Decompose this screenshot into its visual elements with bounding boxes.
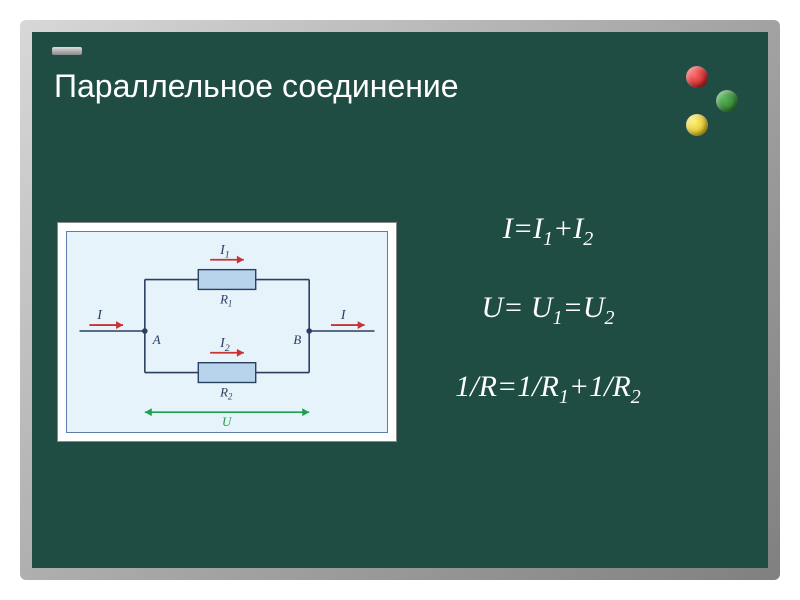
f2-t1: U xyxy=(531,291,553,324)
f1-t1: I xyxy=(533,212,543,245)
circuit-diagram-panel: I I I1 I2 R1 R2 A B U xyxy=(57,222,397,442)
f3-s2: 2 xyxy=(631,386,641,408)
formulas-block: I=I1+I2 U= U1=U2 1/R=1/R1+1/R2 xyxy=(398,212,698,449)
label-R2: R2 xyxy=(219,385,233,401)
f1-op: + xyxy=(553,212,573,245)
formula-current: I=I1+I2 xyxy=(398,212,698,251)
circuit-diagram: I I I1 I2 R1 R2 A B U xyxy=(66,231,388,433)
label-I-right: I xyxy=(340,307,347,322)
f3-s1: 1 xyxy=(559,386,569,408)
chalkboard: Параллельное соединение xyxy=(32,32,768,568)
f3-t2: 1/R xyxy=(589,370,631,403)
formula-resistance: 1/R=1/R1+1/R2 xyxy=(398,370,698,409)
magnet-yellow xyxy=(686,114,708,136)
f2-eq: = xyxy=(503,291,531,324)
f1-s2: 2 xyxy=(583,228,593,250)
f1-s1: 1 xyxy=(543,228,553,250)
label-A: A xyxy=(152,333,161,347)
f3-eq: = xyxy=(497,370,517,403)
f2-s2: 2 xyxy=(605,307,615,329)
chalkboard-frame: Параллельное соединение xyxy=(20,20,780,580)
f2-t2: U xyxy=(583,291,605,324)
f3-lhs: 1/R xyxy=(455,370,497,403)
magnet-green xyxy=(716,90,738,112)
label-I2: I2 xyxy=(219,335,230,354)
formula-voltage: U= U1=U2 xyxy=(398,291,698,330)
f2-lhs: U xyxy=(481,291,503,324)
f2-op: = xyxy=(563,291,583,324)
label-B: B xyxy=(293,333,301,347)
label-I1: I1 xyxy=(219,242,230,261)
magnet-red xyxy=(686,66,708,88)
f2-s1: 1 xyxy=(553,307,563,329)
label-R1: R1 xyxy=(219,292,232,308)
chalk-tray xyxy=(52,47,82,55)
f1-lhs: I xyxy=(503,212,513,245)
label-I-left: I xyxy=(96,307,103,322)
f1-eq: = xyxy=(513,212,533,245)
f1-t2: I xyxy=(573,212,583,245)
label-U: U xyxy=(222,415,232,429)
slide-title: Параллельное соединение xyxy=(54,68,459,105)
f3-t1: 1/R xyxy=(517,370,559,403)
f3-op: + xyxy=(569,370,589,403)
circuit-svg: I I I1 I2 R1 R2 A B U xyxy=(67,232,387,432)
